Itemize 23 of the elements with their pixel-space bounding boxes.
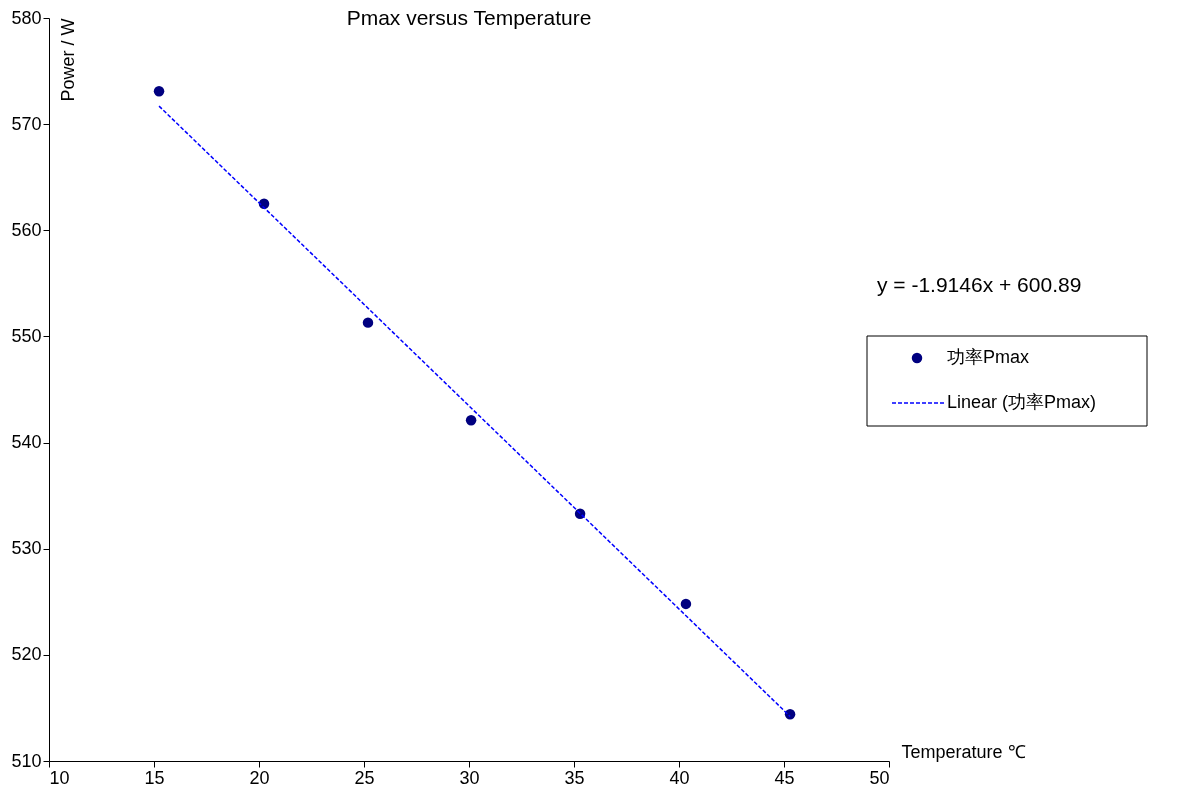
x-tick-label: 30 <box>459 767 480 788</box>
y-tick-label: 550 <box>11 325 42 346</box>
y-tick-label: 580 <box>11 7 42 28</box>
y-axis-title: Power / W <box>57 18 78 102</box>
x-tick-label: 25 <box>354 767 375 788</box>
y-tick-label: 560 <box>11 219 42 240</box>
y-tick-label: 570 <box>11 113 42 134</box>
x-tick-label: 10 <box>49 767 70 788</box>
legend-label: Linear (功率Pmax) <box>947 392 1097 412</box>
x-axis-title: Temperature ℃ <box>901 741 1026 762</box>
chart-title: Pmax versus Temperature <box>346 6 592 29</box>
y-tick-label: 530 <box>11 538 42 559</box>
y-tick-label: 520 <box>11 644 42 665</box>
x-tick-label: 40 <box>669 767 690 788</box>
x-tick-label: 45 <box>774 767 795 788</box>
x-tick-label: 15 <box>144 767 165 788</box>
x-tick-label: 20 <box>249 767 270 788</box>
legend-label: 功率Pmax <box>947 347 1030 367</box>
y-tick-label: 510 <box>11 750 42 771</box>
x-tick-label: 35 <box>564 767 585 788</box>
y-tick-label: 540 <box>11 432 42 453</box>
annotation: y = -1.9146x + 600.89 <box>877 273 1082 296</box>
x-tick-label: 50 <box>869 767 890 788</box>
